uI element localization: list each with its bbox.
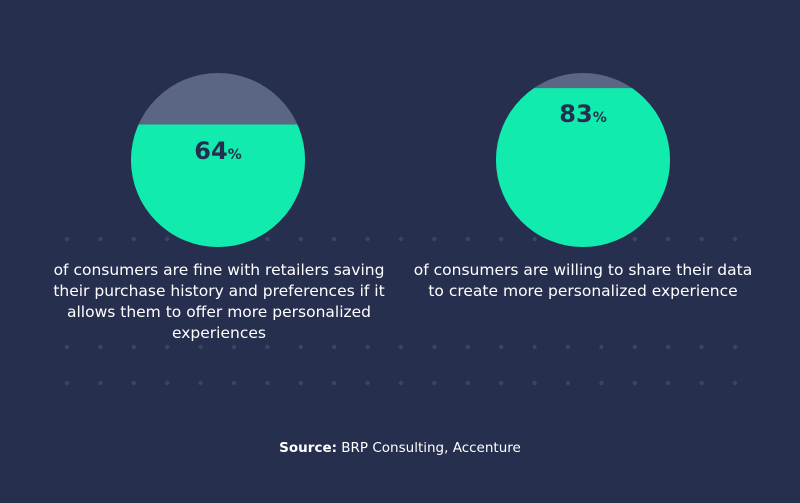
background-dot — [398, 344, 404, 350]
background-dot — [64, 344, 70, 350]
caption-1: of consumers are fine with retailers sav… — [53, 261, 385, 342]
background-dot — [632, 344, 637, 350]
background-dot — [398, 236, 404, 242]
background-dot — [332, 344, 337, 350]
background-dot — [198, 344, 203, 350]
gauge-chart-2: 83% — [496, 73, 670, 247]
gauge-2-value: 83% — [496, 100, 670, 128]
background-dot — [432, 344, 437, 350]
source-label: Source: — [279, 440, 337, 456]
background-dot — [365, 344, 370, 350]
background-dot — [265, 344, 270, 350]
background-dot — [131, 236, 136, 242]
background-dot — [666, 380, 671, 386]
background-dot — [165, 380, 170, 386]
background-dot — [499, 236, 504, 242]
source-text: BRP Consulting, Accenture — [337, 440, 521, 456]
gauge-1-unit: % — [227, 146, 242, 163]
background-dot — [131, 344, 136, 350]
background-dot — [64, 236, 70, 242]
background-dot — [165, 344, 170, 350]
background-dot — [432, 380, 437, 386]
background-dot — [298, 344, 303, 350]
background-dot — [699, 236, 704, 242]
background-dot — [532, 380, 537, 386]
background-dot — [732, 344, 738, 350]
background-dot — [732, 380, 738, 386]
background-dot — [465, 344, 470, 350]
background-dot — [565, 344, 571, 350]
background-dot — [599, 380, 604, 386]
background-dot — [499, 344, 504, 350]
background-dot — [666, 344, 671, 350]
gauge-1-number: 64 — [194, 136, 228, 165]
background-dot — [365, 380, 370, 386]
background-dot — [265, 236, 270, 242]
background-dot — [231, 380, 237, 386]
background-dot — [499, 380, 504, 386]
gauge-2-fill — [496, 88, 670, 247]
background-dot — [298, 236, 303, 242]
background-dot — [465, 380, 470, 386]
gauge-2-unit: % — [592, 110, 607, 127]
background-dot — [298, 380, 303, 386]
background-dot — [398, 380, 404, 386]
background-dot — [265, 380, 270, 386]
background-dot — [332, 380, 337, 386]
gauge-2-svg — [496, 73, 670, 247]
background-dot — [565, 380, 571, 386]
gauge-2-number: 83 — [559, 100, 593, 129]
background-dot — [465, 236, 470, 242]
background-dot — [231, 344, 237, 350]
source-note: Source: BRP Consulting, Accenture — [0, 440, 800, 456]
background-dot — [165, 236, 170, 242]
background-dot — [699, 344, 704, 350]
background-dot — [432, 236, 437, 242]
background-dot — [198, 380, 203, 386]
background-dot — [98, 380, 103, 386]
background-dot — [98, 344, 103, 350]
background-dot — [365, 236, 370, 242]
background-dot — [599, 344, 604, 350]
gauge-chart-1: 64% — [131, 73, 305, 247]
gauge-1-svg — [131, 73, 305, 247]
background-dot — [532, 344, 537, 350]
background-dot — [666, 236, 671, 242]
background-dot — [131, 380, 136, 386]
background-dot — [632, 236, 637, 242]
background-dot — [632, 380, 637, 386]
background-dot — [732, 236, 738, 242]
gauge-1-value: 64% — [131, 137, 305, 165]
background-dot — [699, 380, 704, 386]
caption-2: of consumers are willing to share their … — [413, 261, 753, 300]
background-dot — [98, 236, 103, 242]
background-dot — [532, 236, 537, 242]
background-dot — [64, 380, 70, 386]
background-dot — [332, 236, 337, 242]
